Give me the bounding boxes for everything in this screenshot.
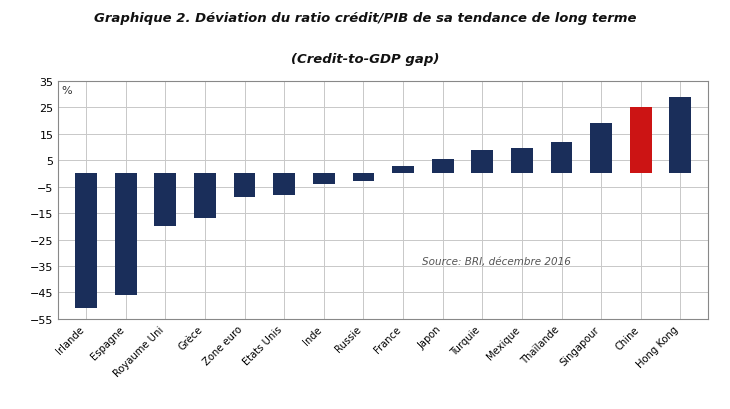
Bar	[115, 174, 137, 295]
Bar	[353, 174, 374, 182]
Bar	[591, 124, 612, 174]
Bar	[75, 174, 97, 308]
Bar	[431, 160, 453, 174]
Text: %: %	[61, 85, 72, 95]
Text: Source: BRI, décembre 2016: Source: BRI, décembre 2016	[422, 257, 571, 267]
Bar	[234, 174, 255, 198]
Bar	[550, 142, 572, 174]
Bar	[669, 98, 691, 174]
Text: Graphique 2. Déviation du ratio crédit/PIB de sa tendance de long terme: Graphique 2. Déviation du ratio crédit/P…	[93, 12, 637, 25]
Bar	[630, 108, 652, 174]
Bar	[392, 166, 414, 174]
Bar	[472, 151, 493, 174]
Bar	[273, 174, 295, 195]
Text: (Credit-to-GDP gap): (Credit-to-GDP gap)	[291, 53, 439, 66]
Bar	[155, 174, 176, 227]
Bar	[511, 149, 533, 174]
Bar	[313, 174, 335, 184]
Bar	[194, 174, 216, 219]
